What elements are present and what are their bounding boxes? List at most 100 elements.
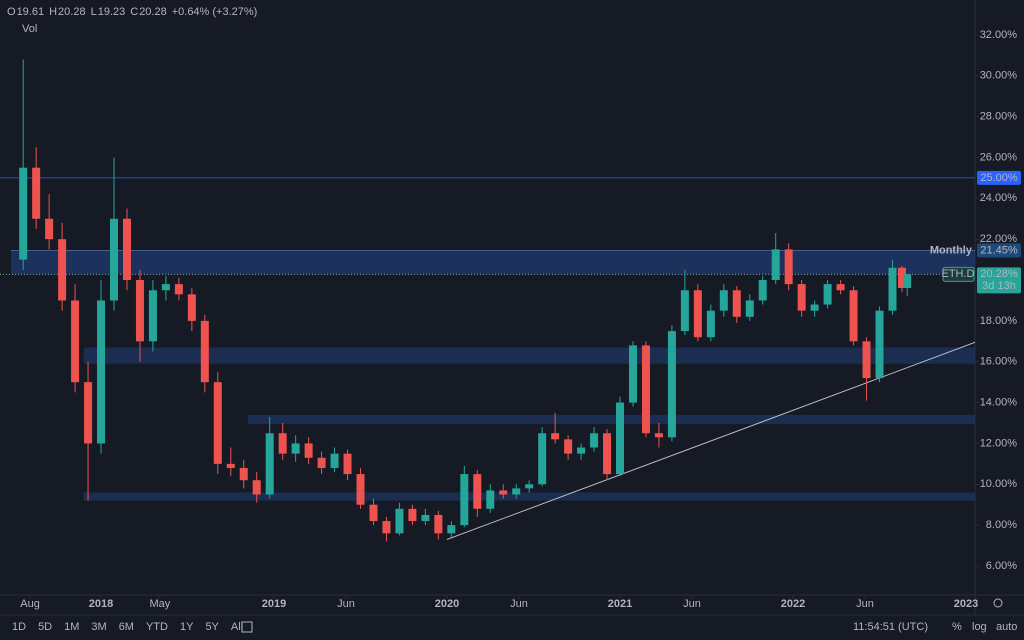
axis-option[interactable]: log (972, 621, 987, 633)
clock: 11:54:51 (UTC) (853, 621, 928, 633)
candle-body (654, 433, 663, 438)
candle-body (706, 310, 715, 338)
x-tick-label: 2021 (608, 598, 632, 610)
symbol-label: ETH.D (942, 268, 975, 280)
x-tick-label: 2018 (89, 598, 113, 610)
candle-body (719, 290, 728, 311)
y-tick-label: 18.00% (980, 315, 1018, 327)
candle-body (784, 249, 793, 285)
candle-body (291, 443, 300, 454)
candle-body (395, 508, 404, 534)
x-tick-label: Jun (683, 598, 701, 610)
candle-body (19, 167, 28, 260)
candle-body (823, 284, 832, 305)
candle-body (304, 443, 313, 458)
zone (83, 492, 975, 501)
y-tick-label: 32.00% (980, 29, 1018, 41)
candle-body (343, 453, 352, 475)
candle-body (616, 402, 625, 475)
candle-body (434, 514, 443, 534)
candle-body (239, 467, 248, 481)
x-tick-label: 2023 (954, 598, 978, 610)
candle-body (265, 433, 274, 495)
range-button[interactable]: 1D (12, 621, 26, 633)
candle-body (148, 290, 157, 342)
candle-body (45, 218, 54, 240)
candle-body (590, 433, 599, 448)
change-value: +0.64% (+3.27%) (172, 6, 258, 18)
x-tick-label: Jun (510, 598, 528, 610)
zone-label: Monthly (930, 244, 973, 256)
candle-body (84, 382, 93, 444)
candle-body (732, 290, 741, 317)
y-tick-label: 14.00% (980, 396, 1018, 408)
candle-body (97, 300, 106, 444)
zone-price-tag (977, 243, 1021, 258)
range-button[interactable]: 5Y (205, 621, 219, 633)
x-tick-label: 2022 (781, 598, 805, 610)
candle-body (667, 331, 676, 438)
y-tick-label: 6.00% (986, 560, 1017, 572)
axis-option[interactable]: auto (996, 621, 1017, 633)
axis-option[interactable]: % (952, 621, 962, 633)
volume-label: Vol (22, 23, 37, 35)
candle-body (226, 463, 235, 468)
y-tick-label: 24.00% (980, 192, 1018, 204)
candle-body (551, 433, 560, 440)
candle-body (161, 284, 170, 291)
x-tick-label: Jun (337, 598, 355, 610)
ohlc-key: H (49, 6, 57, 18)
candle-body (382, 521, 391, 534)
zone-price-label: 21.45% (980, 244, 1018, 256)
candle-body (680, 290, 689, 332)
y-tick-label: 10.00% (980, 478, 1018, 490)
candle-body (758, 280, 767, 301)
candle-body (122, 218, 131, 281)
candle-body (836, 284, 845, 291)
candle-body (213, 382, 222, 464)
candle-body (564, 439, 573, 454)
y-tick-label: 8.00% (986, 519, 1017, 531)
candle-body (174, 284, 183, 295)
hline-price-label: 25.00% (980, 172, 1018, 184)
settings-icon[interactable] (993, 598, 1003, 608)
candle-body (460, 474, 469, 526)
candle-body (810, 304, 819, 311)
range-button[interactable]: 3M (91, 621, 106, 633)
range-button[interactable]: All (231, 621, 243, 633)
candle-body (317, 457, 326, 468)
last-price-label: 20.28% (980, 268, 1018, 280)
range-button[interactable]: 1M (64, 621, 79, 633)
ohlc-value: 19.61 (17, 6, 45, 18)
range-button[interactable]: 5D (38, 621, 52, 633)
x-tick-label: Aug (20, 598, 40, 610)
candle-body (538, 433, 547, 485)
countdown-label: 3d 13h (982, 280, 1016, 292)
range-button[interactable]: 6M (119, 621, 134, 633)
candle-body (71, 300, 80, 383)
candle-body (903, 274, 912, 289)
candle-body (862, 341, 871, 379)
candle-body (849, 290, 858, 342)
candle-body (641, 345, 650, 434)
candle-body (447, 525, 456, 534)
candle-body (693, 290, 702, 338)
candle-body (525, 484, 534, 489)
candle-body (252, 480, 261, 495)
x-tick-label: 2019 (262, 598, 286, 610)
y-tick-label: 26.00% (980, 151, 1018, 163)
range-button[interactable]: YTD (146, 621, 168, 633)
candle-body (58, 239, 67, 301)
candle-body (771, 249, 780, 281)
candle-body (369, 504, 378, 522)
candle-body (278, 433, 287, 454)
candle-body (473, 474, 482, 509)
compare-icon[interactable] (241, 621, 253, 633)
zone (83, 347, 975, 364)
candle-body (408, 508, 417, 522)
range-button[interactable]: 1Y (180, 621, 194, 633)
y-tick-label: 28.00% (980, 111, 1018, 123)
ohlc-key: C (130, 6, 138, 18)
candle-body (200, 320, 209, 383)
